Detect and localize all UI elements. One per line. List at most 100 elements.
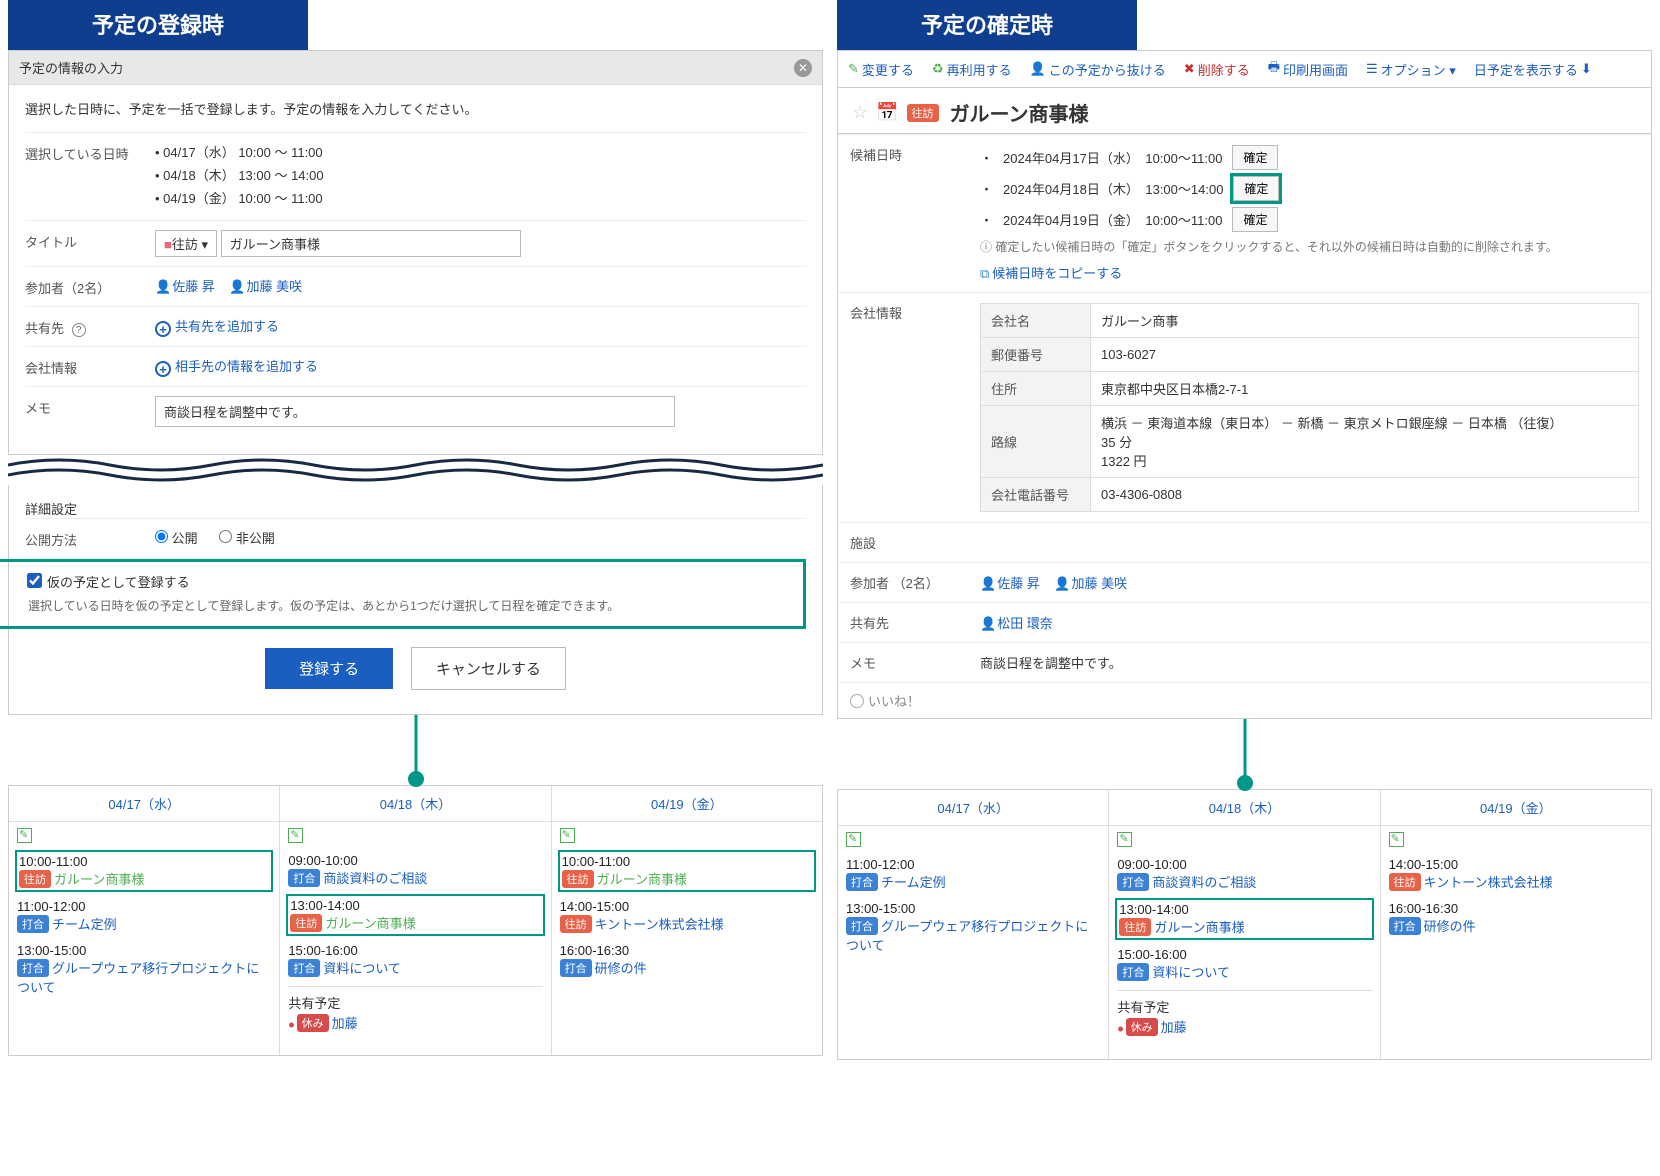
title-label: タイトル <box>25 230 155 251</box>
calendar-icon: 📅 <box>876 102 898 123</box>
plus-circle-icon: + <box>155 361 171 377</box>
participants-label: 参加者 （2名） <box>838 563 968 602</box>
options-icon: ☰ <box>1366 61 1378 77</box>
date-item: 04/18（木） 13:00 〜 14:00 <box>155 165 806 184</box>
calendar-left: 04/17（水） 10:00-11:00往訪ガルーン商事様 11:00-12:00打… <box>8 785 823 1056</box>
leave-icon: 👤 <box>1030 61 1046 77</box>
tentative-checkbox[interactable]: 仮の予定として登録する <box>28 575 190 590</box>
calendar-event[interactable]: 14:00-15:00往訪キントーン株式会社様 <box>1389 856 1643 892</box>
share-label: 共有先 <box>838 603 968 642</box>
calendar-event[interactable]: 15:00-16:00打合資料について <box>288 942 542 978</box>
facility-label: 施設 <box>838 523 968 562</box>
memo-label: メモ <box>838 643 968 682</box>
leave-button[interactable]: 👤この予定から抜ける <box>1030 60 1166 79</box>
new-event-icon[interactable] <box>1389 832 1404 847</box>
candidate-row: ・ 2024年04月18日（木） 13:00〜14:00 確定 <box>980 176 1639 201</box>
date-item: 04/19（金） 10:00 〜 11:00 <box>155 188 806 207</box>
calendar-date-header[interactable]: 04/19（金） <box>552 786 822 822</box>
tentative-highlight-box: 仮の予定 仮の予定として登録する 選択している日時を仮の予定として登録します。仮… <box>0 559 806 629</box>
new-event-icon[interactable] <box>846 832 861 847</box>
submit-button[interactable]: 登録する <box>265 648 393 689</box>
event-title: ガルーン商事様 <box>950 98 1089 127</box>
shared-person[interactable]: 👤松田 環奈 <box>980 616 1053 631</box>
company-info-table: 会社名ガルーン商事 郵便番号103-6027 住所東京都中央区日本橋2-7-1 … <box>980 303 1639 512</box>
calendar-event[interactable]: 10:00-11:00往訪ガルーン商事様 <box>558 850 816 892</box>
memo-label: メモ <box>25 396 155 417</box>
visibility-public-radio[interactable]: 公開 <box>155 531 198 546</box>
new-event-icon[interactable] <box>288 828 303 843</box>
participant[interactable]: 👤佐藤 昇 <box>155 279 215 294</box>
star-icon[interactable]: ☆ <box>852 102 868 123</box>
print-icon: 🖶 <box>1268 58 1280 80</box>
calendar-event[interactable]: 09:00-10:00打合商談資料のご相談 <box>1117 856 1371 892</box>
candidate-row: ・ 2024年04月19日（金） 10:00〜11:00 確定 <box>980 207 1639 232</box>
copy-candidates-link[interactable]: ⧉候補日時をコピーする <box>980 263 1639 282</box>
calendar-event[interactable]: 11:00-12:00打合チーム定例 <box>846 856 1100 892</box>
share-label: 共有先 ? <box>25 316 155 337</box>
calendar-event[interactable]: 10:00-11:00往訪ガルーン商事様 <box>15 850 273 892</box>
new-event-icon[interactable] <box>1117 832 1132 847</box>
new-event-icon[interactable] <box>560 828 575 843</box>
confirm-button[interactable]: 確定 <box>1232 207 1278 232</box>
participant[interactable]: 👤加藤 美咲 <box>1054 576 1127 591</box>
calendar-event[interactable]: 13:00-15:00打合グループウェア移行プロジェクトについて <box>17 942 271 997</box>
visibility-private-radio[interactable]: 非公開 <box>219 531 275 546</box>
calendar-date-header[interactable]: 04/18（木） <box>280 786 550 822</box>
pencil-icon: ✎ <box>848 61 859 77</box>
new-event-icon[interactable] <box>17 828 32 843</box>
person-icon: 👤 <box>229 279 245 294</box>
shared-events-header: 共有予定 <box>288 986 542 1012</box>
calendar-date-header[interactable]: 04/17（水） <box>9 786 279 822</box>
calendar-event[interactable]: 09:00-10:00打合商談資料のご相談 <box>288 852 542 888</box>
like-button[interactable]: いいね！ <box>838 682 1651 718</box>
tentative-label: 仮の予定 <box>0 574 20 593</box>
copy-icon: ⧉ <box>980 266 989 281</box>
options-menu[interactable]: ☰オプション ▾ <box>1366 60 1456 79</box>
help-icon[interactable]: ? <box>72 323 86 337</box>
calendar-date-header[interactable]: 04/19（金） <box>1381 790 1651 826</box>
close-icon[interactable]: ✕ <box>794 59 812 77</box>
calendar-event[interactable]: 16:00-16:30打合研修の件 <box>1389 900 1643 936</box>
calendar-event[interactable]: 13:00-14:00往訪ガルーン商事様 <box>1115 898 1373 940</box>
calendar-date-header[interactable]: 04/17（水） <box>838 790 1108 826</box>
calendar-event[interactable]: 14:00-15:00往訪キントーン株式会社様 <box>560 898 814 934</box>
calendar-event[interactable]: 13:00-15:00打合グループウェア移行プロジェクトについて <box>846 900 1100 955</box>
company-label: 会社情報 <box>25 356 155 377</box>
calendar-shared-event[interactable]: •休み加藤 <box>288 1012 542 1037</box>
reuse-icon: ♻ <box>932 61 944 77</box>
cancel-button[interactable]: キャンセルする <box>411 647 566 690</box>
lead-text: 選択した日時に、予定を一括で登録します。予定の情報を入力してください。 <box>25 99 806 118</box>
add-share-button[interactable]: +共有先を追加する <box>155 319 279 334</box>
panel-title: 予定の情報の入力 <box>19 58 123 77</box>
reuse-button[interactable]: ♻再利用する <box>932 60 1012 79</box>
date-item: 04/17（水） 10:00 〜 11:00 <box>155 142 806 161</box>
calendar-event[interactable]: 16:00-16:30打合研修の件 <box>560 942 814 978</box>
edit-button[interactable]: ✎変更する <box>848 60 914 79</box>
person-icon: 👤 <box>980 616 996 631</box>
participant[interactable]: 👤加藤 美咲 <box>229 279 302 294</box>
participants-label: 参加者（2名） <box>25 276 155 297</box>
title-input[interactable]: ガルーン商事様 <box>221 230 521 257</box>
memo-input[interactable]: 商談日程を調整中です。 <box>155 396 675 427</box>
like-icon <box>850 694 864 708</box>
title-category-select[interactable]: ■往訪 ▾ <box>155 230 217 257</box>
dayview-button[interactable]: 日予定を表示する⬇ <box>1474 60 1592 79</box>
add-company-button[interactable]: +相手先の情報を追加する <box>155 359 318 374</box>
confirm-button[interactable]: 確定 <box>1232 145 1278 170</box>
calendar-event[interactable]: 11:00-12:00打合チーム定例 <box>17 898 271 934</box>
calendar-date-header[interactable]: 04/18（木） <box>1109 790 1379 826</box>
calendar-shared-event[interactable]: •休み加藤 <box>1117 1016 1371 1041</box>
right-banner: 予定の確定時 <box>837 0 1137 50</box>
confirm-button[interactable]: 確定 <box>1233 176 1279 201</box>
dates-label: 選択している日時 <box>25 142 155 163</box>
participant[interactable]: 👤佐藤 昇 <box>980 576 1040 591</box>
person-icon: 👤 <box>980 576 996 591</box>
candidates-label: 候補日時 <box>838 135 968 292</box>
connector-arrow <box>8 715 823 785</box>
print-button[interactable]: 🖶印刷用画面 <box>1268 58 1348 80</box>
delete-button[interactable]: ✖削除する <box>1184 60 1250 79</box>
calendar-event[interactable]: 13:00-14:00往訪ガルーン商事様 <box>286 894 544 936</box>
calendar-event[interactable]: 15:00-16:00打合資料について <box>1117 946 1371 982</box>
person-icon: 👤 <box>155 279 171 294</box>
tentative-note: 選択している日時を仮の予定として登録します。仮の予定は、あとから1つだけ選択して… <box>28 597 791 614</box>
